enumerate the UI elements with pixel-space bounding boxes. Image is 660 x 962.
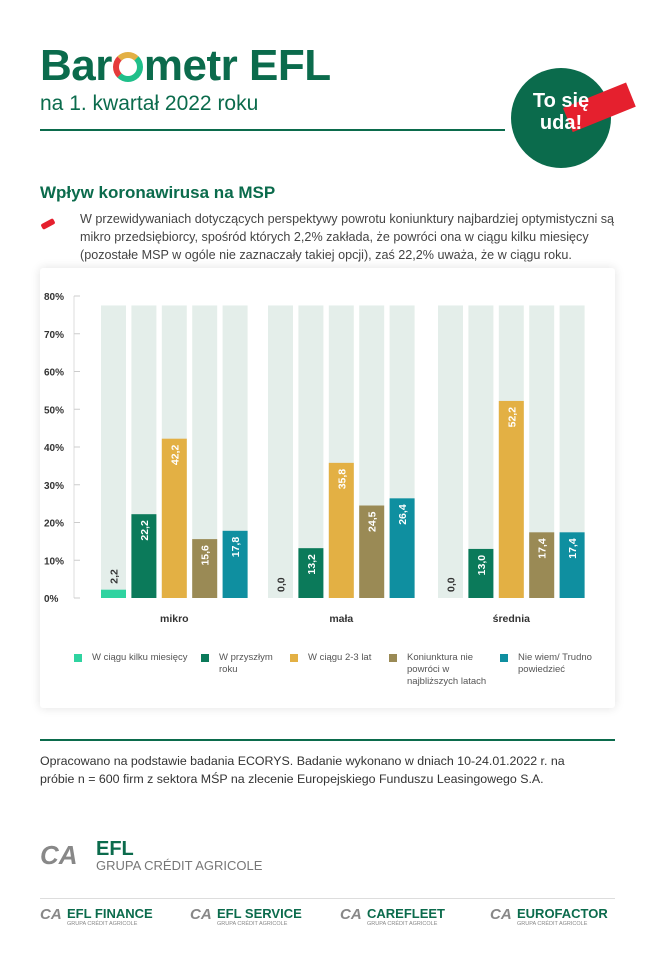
- legend-label: Koniunktura nie powróci w najbliższych l…: [407, 652, 487, 687]
- data-label: 17,4: [567, 538, 579, 559]
- legend-label: W ciągu kilku miesięcy: [92, 652, 188, 663]
- data-label: 17,8: [230, 537, 242, 558]
- divider: [40, 739, 615, 741]
- y-tick-label: 10%: [44, 556, 64, 567]
- logo-name: EFL: [96, 838, 134, 860]
- y-tick-label: 40%: [44, 443, 64, 454]
- bar: [192, 539, 218, 598]
- badge-text: To się uda!: [532, 90, 590, 134]
- logo-group: GRUPA CRÉDIT AGRICOLE: [96, 858, 263, 873]
- legend-label: Nie wiem/ Trudno powiedzieć: [518, 652, 592, 675]
- category-label: mikro: [160, 613, 189, 625]
- legend-swatch: [74, 654, 82, 662]
- bar-track: [268, 305, 293, 598]
- title-part: Bar: [40, 41, 112, 90]
- brand-name: CAREFLEET: [367, 906, 445, 921]
- bar: [389, 498, 415, 598]
- bar: [529, 532, 555, 598]
- ca-logo-icon: CA: [490, 906, 512, 923]
- y-tick-label: 80%: [44, 292, 64, 303]
- legend-swatch: [201, 654, 209, 662]
- title-part: metr EFL: [143, 41, 331, 90]
- y-tick-label: 0%: [44, 594, 59, 605]
- bar-track: [438, 305, 463, 598]
- data-label: 13,2: [306, 554, 318, 575]
- data-label: 17,4: [537, 538, 549, 559]
- data-label: 24,5: [367, 511, 379, 532]
- legend-swatch: [389, 654, 397, 662]
- bar: [101, 589, 126, 598]
- data-label: 42,2: [169, 445, 181, 466]
- y-tick-label: 60%: [44, 368, 64, 379]
- brand-group: GRUPA CRÉDIT AGRICOLE: [217, 921, 288, 927]
- y-tick-label: 70%: [44, 330, 64, 341]
- data-label: 13,0: [476, 555, 488, 576]
- bar: [328, 462, 354, 598]
- brand-name: EFL FINANCE: [67, 906, 153, 921]
- legend-swatch: [500, 654, 508, 662]
- bar: [559, 532, 585, 598]
- data-label: 0,0: [446, 577, 458, 592]
- legend-item: Koniunktura nie powróci w najbliższych l…: [389, 652, 489, 688]
- data-label: 26,4: [397, 504, 409, 525]
- bar: [359, 505, 385, 598]
- data-label: 22,2: [139, 520, 151, 541]
- gauge-o-icon: [112, 52, 143, 82]
- category-label: średnia: [493, 613, 531, 625]
- legend-swatch: [290, 654, 298, 662]
- source-note: Opracowano na podstawie badania ECORYS. …: [40, 754, 565, 786]
- bar: [131, 514, 157, 598]
- data-label: 15,6: [200, 545, 212, 566]
- data-label: 2,2: [109, 569, 121, 584]
- data-label: 52,2: [506, 407, 518, 428]
- y-tick-label: 30%: [44, 481, 64, 492]
- bar: [222, 530, 248, 598]
- brand-name: EUROFACTOR: [517, 906, 608, 921]
- ca-logo-icon: CA: [40, 906, 62, 923]
- y-tick-label: 50%: [44, 405, 64, 416]
- legend-item: W ciągu 2-3 lat: [290, 652, 390, 664]
- brand-group: GRUPA CRÉDIT AGRICOLE: [367, 921, 438, 927]
- data-label: 35,8: [336, 469, 348, 490]
- barometr-logo-title: Bar metr EFL: [40, 40, 331, 92]
- legend-item: Nie wiem/ Trudno powiedzieć: [500, 652, 608, 676]
- brand-group: GRUPA CRÉDIT AGRICOLE: [67, 921, 138, 927]
- data-label: 0,0: [276, 577, 288, 592]
- subtitle: na 1. kwartał 2022 roku: [40, 92, 259, 115]
- section-title: Wpływ koronawirusa na MSP: [40, 183, 276, 202]
- legend-label: W ciągu 2-3 lat: [308, 652, 372, 663]
- legend-item: W przyszłym roku: [201, 652, 273, 676]
- divider: [40, 898, 615, 899]
- legend-item: W ciągu kilku miesięcy: [74, 652, 194, 664]
- category-label: mała: [329, 613, 353, 625]
- brand-name: EFL SERVICE: [217, 906, 302, 921]
- ca-logo-icon: CA: [40, 840, 78, 870]
- legend-label: W przyszłym roku: [219, 652, 273, 675]
- bar-chart: 0% 10% 20% 30% 40% 50% 60% 70% 80% 2,2 22,2 42,2 15,…: [44, 292, 585, 625]
- brand-group: GRUPA CRÉDIT AGRICOLE: [517, 921, 588, 927]
- ca-logo-icon: CA: [190, 906, 212, 923]
- bar: [468, 548, 494, 598]
- bar-track: [101, 305, 126, 598]
- ca-logo-icon: CA: [340, 906, 362, 923]
- bar: [161, 438, 187, 598]
- bar: [498, 400, 524, 598]
- y-tick-label: 20%: [44, 519, 64, 530]
- bar: [298, 548, 324, 598]
- intro-text: W przewidywaniach dotyczących perspektyw…: [80, 212, 615, 262]
- divider: [40, 129, 505, 131]
